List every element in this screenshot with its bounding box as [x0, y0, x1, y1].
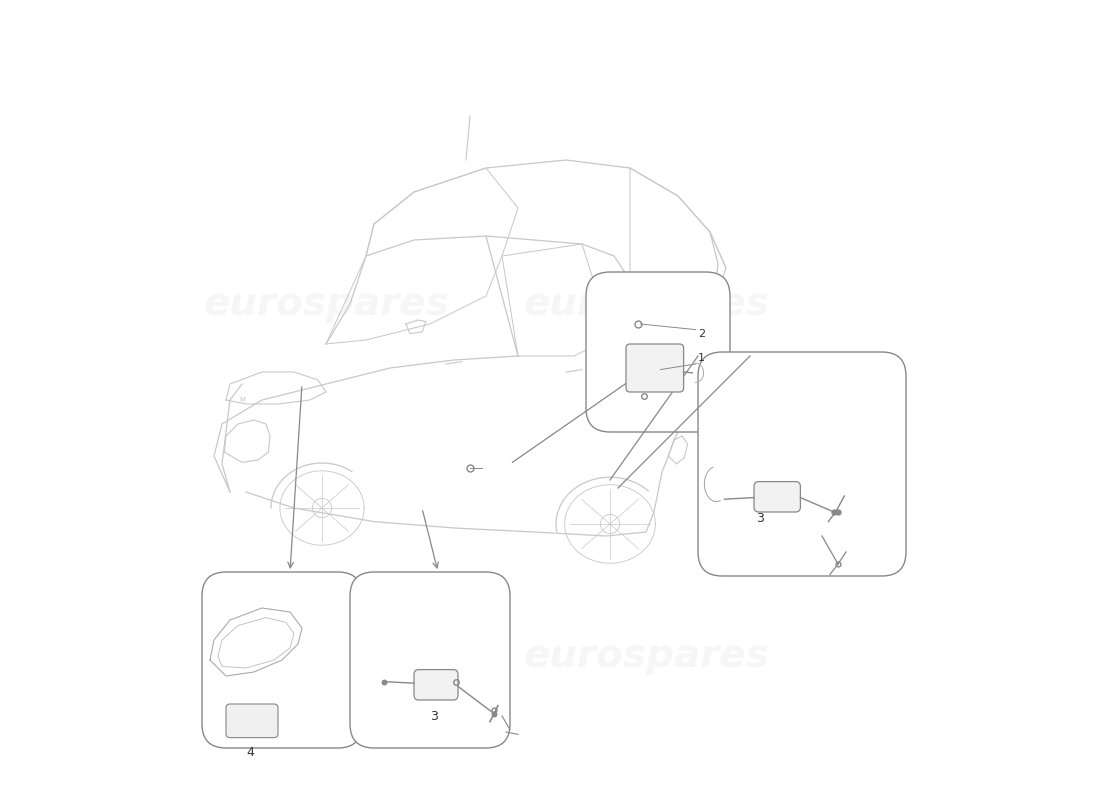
- Text: 4: 4: [246, 746, 254, 758]
- FancyBboxPatch shape: [202, 572, 362, 748]
- Text: eurospares: eurospares: [524, 637, 769, 675]
- FancyBboxPatch shape: [698, 352, 906, 576]
- Text: eurospares: eurospares: [524, 285, 769, 323]
- FancyBboxPatch shape: [586, 272, 730, 432]
- Text: 3: 3: [756, 512, 763, 525]
- Text: eurospares: eurospares: [204, 285, 449, 323]
- Text: 1: 1: [698, 354, 705, 363]
- FancyBboxPatch shape: [626, 344, 683, 392]
- Text: eurospares: eurospares: [204, 637, 449, 675]
- Text: 2: 2: [698, 329, 705, 338]
- FancyBboxPatch shape: [226, 704, 278, 738]
- FancyBboxPatch shape: [350, 572, 510, 748]
- Text: M: M: [239, 397, 245, 403]
- FancyBboxPatch shape: [754, 482, 801, 512]
- FancyBboxPatch shape: [414, 670, 458, 700]
- Text: 3: 3: [430, 710, 438, 722]
